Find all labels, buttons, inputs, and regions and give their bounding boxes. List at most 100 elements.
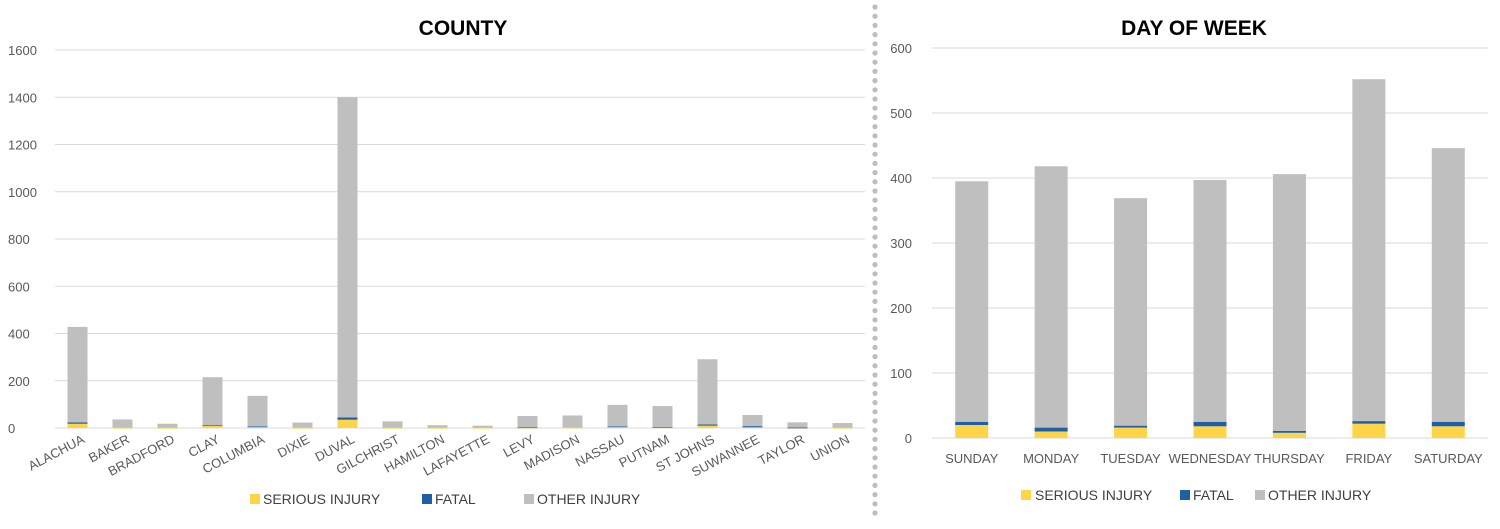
county-bar-other-injury-segment — [517, 415, 538, 428]
day-y-tick-label: 600 — [890, 41, 912, 56]
separator-dot — [872, 50, 878, 56]
separator-dot — [872, 298, 878, 304]
legend-swatch-serious — [1021, 490, 1031, 500]
separator-dot — [872, 455, 878, 461]
day-bar-fatal-segment — [1272, 430, 1306, 433]
legend-swatch-other — [1255, 490, 1265, 500]
separator-dot — [872, 225, 878, 231]
legend-swatch-serious — [250, 494, 260, 504]
county-y-tick-label: 600 — [8, 279, 30, 294]
separator-dot — [872, 87, 878, 93]
day-bar-fatal-segment — [1034, 427, 1068, 432]
county-bar-other-injury-segment — [202, 377, 223, 426]
county-bar-fatal-segment — [202, 425, 223, 426]
county-y-tick-label: 800 — [8, 232, 30, 247]
separator-dot — [872, 271, 878, 277]
county-bar-fatal-segment — [742, 426, 763, 428]
county-x-tick-label: TAYLOR — [756, 431, 807, 468]
separator-dot — [872, 436, 878, 442]
separator-dot — [872, 372, 878, 378]
separator-dot — [872, 114, 878, 120]
separator-dot — [872, 160, 878, 166]
county-bar-fatal-segment — [652, 426, 673, 428]
day-y-tick-label: 0 — [905, 431, 912, 446]
county-bar-serious-injury-segment — [247, 426, 268, 428]
county-bar-serious-injury-segment — [382, 427, 403, 429]
day-y-tick-label: 100 — [890, 366, 912, 381]
county-bar-fatal-segment — [517, 427, 538, 429]
separator-dot — [872, 289, 878, 295]
separator-dot — [872, 151, 878, 157]
separator-dot — [872, 4, 878, 10]
legend-swatch-fatal — [422, 494, 432, 504]
county-bar-other-injury-segment — [742, 415, 763, 427]
separator-dot — [872, 13, 878, 19]
separator-dot — [872, 400, 878, 406]
separator-dot — [872, 381, 878, 387]
county-bar-other-injury-segment — [247, 395, 268, 427]
separator-dot — [872, 390, 878, 396]
separator-dot — [872, 206, 878, 212]
day-y-tick-label: 300 — [890, 236, 912, 251]
county-bar-other-injury-segment — [67, 326, 88, 423]
day-of-week-chart: DAY OF WEEK 0 100 200 300 400 500 600 SUNDAY MO… — [890, 17, 1488, 503]
county-y-tick-label: 0 — [8, 421, 15, 436]
day-bar-other-injury-segment — [1114, 198, 1148, 426]
county-bar-fatal-segment — [67, 422, 88, 424]
separator-dot — [872, 252, 878, 258]
legend-label-serious: SERIOUS INJURY — [263, 491, 381, 507]
county-bar-other-injury-segment — [427, 425, 448, 428]
county-bar-serious-injury-segment — [742, 427, 763, 429]
county-y-tick-label: 1400 — [8, 90, 37, 105]
day-bar-fatal-segment — [1431, 421, 1465, 427]
separator-dot — [872, 335, 878, 341]
legend-label-fatal: FATAL — [1193, 487, 1234, 503]
day-bar-fatal-segment — [955, 421, 989, 425]
county-legend: SERIOUS INJURY FATAL OTHER INJURY — [250, 491, 641, 507]
separator-dot — [872, 59, 878, 65]
separator-dot — [872, 280, 878, 286]
county-x-tick-label: NASSAU — [573, 431, 627, 469]
day-bar-other-injury-segment — [1034, 166, 1068, 428]
county-bar-serious-injury-segment — [292, 427, 313, 429]
day-x-tick-label: THURSDAY — [1254, 451, 1325, 466]
day-bar-serious-injury-segment — [1431, 426, 1465, 438]
day-x-tick-label: SATURDAY — [1414, 451, 1483, 466]
separator-dot — [872, 363, 878, 369]
separator-dot — [872, 317, 878, 323]
county-bar-serious-injury-segment — [67, 423, 88, 428]
county-bar-other-injury-segment — [337, 97, 358, 418]
day-bar-other-injury-segment — [1193, 179, 1227, 422]
separator-dot — [872, 31, 878, 38]
county-bar-other-injury-segment — [112, 419, 133, 428]
separator-dot — [872, 464, 878, 470]
separator-dot — [872, 473, 878, 479]
day-bar-serious-injury-segment — [1272, 432, 1306, 438]
county-y-tick-label: 1000 — [8, 185, 37, 200]
separator-dot — [872, 262, 878, 268]
day-x-tick-label: FRIDAY — [1345, 451, 1392, 466]
day-bar-fatal-segment — [1352, 421, 1386, 424]
separator-dot — [872, 179, 878, 185]
county-chart-title: COUNTY — [419, 17, 508, 40]
county-bar-other-injury-segment — [562, 415, 583, 428]
separator-dot — [872, 510, 878, 516]
county-x-tick-label: UNION — [808, 431, 852, 464]
day-bar-serious-injury-segment — [1193, 426, 1227, 438]
separator-dot — [872, 142, 878, 148]
day-bar-serious-injury-segment — [1034, 431, 1068, 438]
day-bar-other-injury-segment — [1272, 174, 1306, 431]
separator-dot — [872, 197, 878, 203]
county-bar-serious-injury-segment — [562, 427, 583, 429]
day-y-tick-label: 500 — [890, 106, 912, 121]
separator-dot — [872, 354, 878, 360]
separator-dot — [872, 409, 878, 415]
day-y-axis: 0 100 200 300 400 500 600 — [890, 41, 912, 446]
county-bar-serious-injury-segment — [607, 426, 628, 428]
separator-dot — [872, 482, 878, 488]
county-bar-other-injury-segment — [607, 404, 628, 427]
county-bar-other-injury-segment — [697, 359, 718, 425]
county-bar-serious-injury-segment — [472, 427, 493, 429]
